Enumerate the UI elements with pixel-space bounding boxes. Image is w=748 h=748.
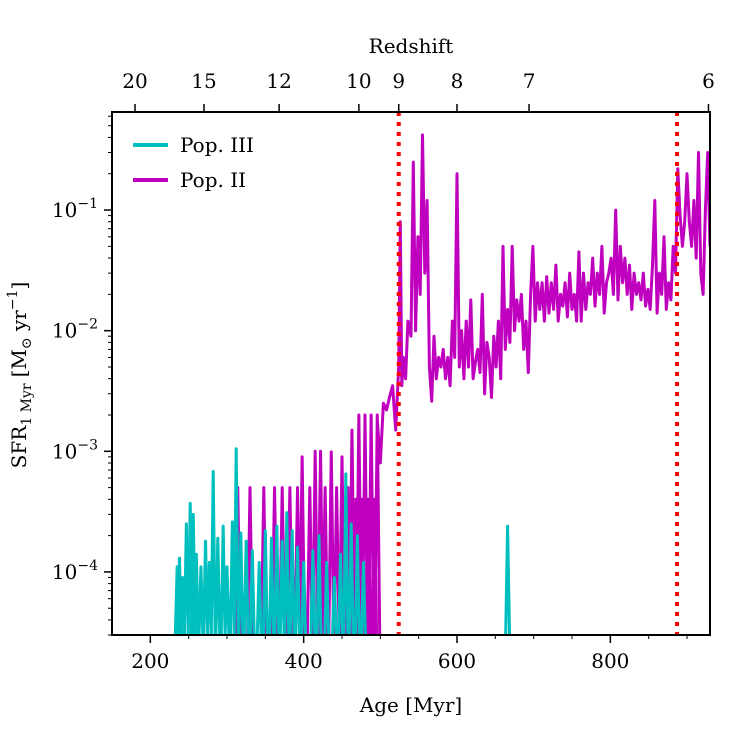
- pop3-spike-26: [294, 545, 301, 635]
- legend-label-pop3: Pop. III: [180, 133, 254, 157]
- pop3-spike-15: [232, 447, 240, 635]
- pop3-spike-16: [237, 531, 245, 635]
- pop3-spike-11: [214, 536, 222, 635]
- pop3-spike-28: [309, 549, 317, 635]
- top-tick-label-4: 9: [392, 69, 405, 93]
- pop3-spike-34: [347, 522, 355, 635]
- y-axis-title: SFR1 Myr [M⊙ yr−1]: [5, 282, 35, 469]
- pop3-spike-7: [197, 565, 205, 635]
- legend-label-pop2: Pop. II: [180, 168, 246, 192]
- y-tick-exponent: −4: [77, 558, 98, 574]
- y-axis-title-units-exp: −1: [5, 290, 21, 311]
- x-tick-label-3: 800: [591, 649, 629, 673]
- pop3-spike-22: [273, 524, 281, 635]
- top-tick-label-1: 15: [191, 69, 216, 93]
- pop3-spike-13: [223, 565, 231, 635]
- y-axis-title-units-sym: ⊙: [19, 337, 35, 349]
- y-tick-exponent: −2: [77, 317, 98, 333]
- y-tick-base: 10: [52, 439, 77, 463]
- y-axis-title-main: SFR: [7, 425, 31, 469]
- top-tick-label-5: 8: [451, 69, 464, 93]
- y-axis-title-sub: 1 Myr: [19, 383, 35, 426]
- pop3-spike-20: [261, 529, 269, 635]
- plot-area: [173, 112, 710, 635]
- y-tick-exponent: −3: [77, 437, 98, 453]
- pop3-spike-35: [353, 534, 361, 635]
- x-tick-label-2: 600: [438, 649, 476, 673]
- pop3-spike-17: [242, 539, 250, 635]
- pop3-spike-25: [288, 529, 296, 635]
- pop3-spike-36: [360, 560, 367, 635]
- y-tick-base: 10: [52, 198, 77, 222]
- plot-frame: [111, 111, 711, 636]
- pop3-spike-33: [342, 472, 350, 635]
- pop3-spike-37: [504, 524, 512, 635]
- legend: Pop. III Pop. II: [133, 133, 254, 192]
- top-tick-label-0: 20: [122, 69, 147, 93]
- pop2-series-line: [375, 133, 710, 465]
- y-tick-label-2: 10−2: [52, 317, 98, 343]
- pop3-spike-19: [255, 560, 263, 635]
- pop3-spike-31: [330, 575, 338, 635]
- top-tick-label-2: 12: [266, 69, 291, 93]
- top-axis-title: Redshift: [369, 34, 454, 58]
- pop3-spike-32: [337, 552, 344, 635]
- pop3-spike-30: [323, 560, 331, 635]
- y-tick-label-0: 10−4: [52, 558, 98, 584]
- y-tick-exponent: −1: [77, 196, 98, 212]
- y-axis-title-units-close: ]: [7, 282, 31, 290]
- pop3-spike-27: [300, 560, 308, 635]
- y-tick-label-3: 10−1: [52, 196, 98, 222]
- pop2-spike-24: [373, 413, 382, 635]
- y-axis-title-units-mid: yr: [7, 310, 31, 338]
- top-tick-label-6: 7: [523, 69, 536, 93]
- x-axis-title: Age [Myr]: [359, 693, 462, 717]
- y-tick-label-1: 10−3: [52, 437, 98, 463]
- y-tick-base: 10: [52, 319, 77, 343]
- pop3-spike-10: [209, 470, 217, 635]
- pop3-spike-18: [248, 549, 256, 635]
- pop3-spike-23: [278, 539, 286, 635]
- x-tick-label-0: 200: [131, 649, 169, 673]
- y-axis-title-units-open: [M: [7, 349, 31, 377]
- pop3-spike-29: [315, 534, 323, 635]
- pop3-spike-12: [219, 524, 227, 635]
- x-tick-label-1: 400: [285, 649, 323, 673]
- pop3-spike-24: [283, 511, 291, 635]
- y-tick-base: 10: [52, 560, 77, 584]
- top-tick-label-3: 10: [346, 69, 371, 93]
- pop3-spike-6: [192, 552, 200, 635]
- top-tick-label-7: 6: [702, 69, 715, 93]
- pop3-spike-21: [268, 536, 275, 635]
